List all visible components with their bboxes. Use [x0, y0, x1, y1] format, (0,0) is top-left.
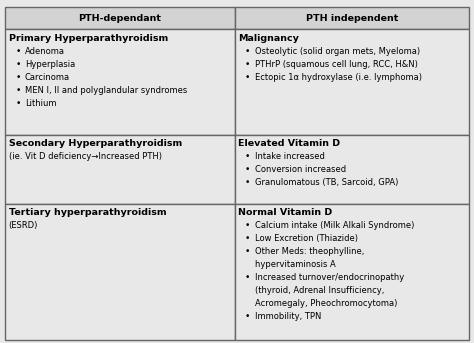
Text: •: • — [245, 312, 250, 321]
Bar — [5, 7, 235, 29]
Text: Conversion increased: Conversion increased — [255, 165, 346, 174]
Bar — [5, 204, 235, 340]
Bar — [235, 29, 469, 135]
Text: Adenoma: Adenoma — [25, 47, 64, 56]
Text: Secondary Hyperparathyroidism: Secondary Hyperparathyroidism — [9, 139, 182, 148]
Text: Malignancy: Malignancy — [238, 34, 299, 43]
Text: Hyperplasia: Hyperplasia — [25, 60, 75, 69]
Text: Osteolytic (solid organ mets, Myeloma): Osteolytic (solid organ mets, Myeloma) — [255, 47, 419, 56]
Text: (ie. Vit D deficiency→Increased PTH): (ie. Vit D deficiency→Increased PTH) — [9, 152, 162, 161]
Text: •: • — [245, 47, 250, 56]
Text: (thyroid, Adrenal Insufficiency,: (thyroid, Adrenal Insufficiency, — [255, 286, 384, 295]
Text: •: • — [15, 86, 20, 95]
Text: Lithium: Lithium — [25, 99, 56, 108]
Text: Elevated Vitamin D: Elevated Vitamin D — [238, 139, 340, 148]
Text: Ectopic 1α hydroxylase (i.e. lymphoma): Ectopic 1α hydroxylase (i.e. lymphoma) — [255, 73, 421, 82]
Text: PTH independent: PTH independent — [306, 13, 398, 23]
Text: •: • — [245, 221, 250, 230]
Text: •: • — [245, 273, 250, 282]
Bar — [5, 29, 235, 135]
Bar — [235, 7, 469, 29]
Text: Increased turnover/endocrinopathy: Increased turnover/endocrinopathy — [255, 273, 404, 282]
Text: hypervitaminosis A: hypervitaminosis A — [255, 260, 335, 269]
Text: Tertiary hyperparathyroidism: Tertiary hyperparathyroidism — [9, 208, 166, 217]
Text: •: • — [245, 152, 250, 161]
Text: MEN I, II and polyglandular syndromes: MEN I, II and polyglandular syndromes — [25, 86, 187, 95]
Text: Normal Vitamin D: Normal Vitamin D — [238, 208, 333, 217]
Text: Granulomatous (TB, Sarcoid, GPA): Granulomatous (TB, Sarcoid, GPA) — [255, 178, 398, 187]
Bar — [235, 204, 469, 340]
Bar — [235, 135, 469, 204]
Text: •: • — [15, 47, 20, 56]
Text: •: • — [245, 165, 250, 174]
Text: •: • — [15, 73, 20, 82]
Text: Other Meds: theophylline,: Other Meds: theophylline, — [255, 247, 364, 256]
Text: •: • — [245, 247, 250, 256]
Text: PTHrP (squamous cell lung, RCC, H&N): PTHrP (squamous cell lung, RCC, H&N) — [255, 60, 418, 69]
Text: Immobility, TPN: Immobility, TPN — [255, 312, 321, 321]
Text: •: • — [245, 234, 250, 243]
Text: Calcium intake (Milk Alkali Syndrome): Calcium intake (Milk Alkali Syndrome) — [255, 221, 414, 230]
Text: Intake increased: Intake increased — [255, 152, 324, 161]
Text: (ESRD): (ESRD) — [9, 221, 38, 230]
Bar — [5, 135, 235, 204]
Text: •: • — [15, 99, 20, 108]
Text: Primary Hyperparathyroidism: Primary Hyperparathyroidism — [9, 34, 168, 43]
Text: •: • — [245, 73, 250, 82]
Text: Low Excretion (Thiazide): Low Excretion (Thiazide) — [255, 234, 357, 243]
Text: •: • — [15, 60, 20, 69]
Text: •: • — [245, 60, 250, 69]
Text: PTH-dependant: PTH-dependant — [78, 13, 161, 23]
Text: Acromegaly, Pheochromocytoma): Acromegaly, Pheochromocytoma) — [255, 299, 397, 308]
Text: Carcinoma: Carcinoma — [25, 73, 70, 82]
Text: •: • — [245, 178, 250, 187]
